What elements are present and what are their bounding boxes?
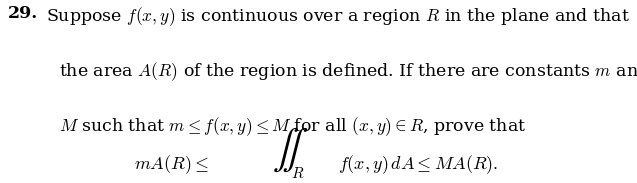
Text: 29.: 29. [8,5,38,23]
Text: $\iint$: $\iint$ [272,126,308,174]
Text: $M$ such that $m \leq f(x, y) \leq M$ for all $(x, y) \in R$, prove that: $M$ such that $m \leq f(x, y) \leq M$ fo… [59,115,526,138]
Text: $mA(R) \leq$: $mA(R) \leq$ [134,153,208,176]
Text: Suppose $f(x, y)$ is continuous over a region $R$ in the plane and that: Suppose $f(x, y)$ is continuous over a r… [46,5,630,28]
Text: $f(x, y)\, dA \leq MA(R).$: $f(x, y)\, dA \leq MA(R).$ [338,153,498,176]
Text: $R$: $R$ [291,166,305,181]
Text: the area $A(R)$ of the region is defined. If there are constants $m$ and: the area $A(R)$ of the region is defined… [59,60,637,83]
